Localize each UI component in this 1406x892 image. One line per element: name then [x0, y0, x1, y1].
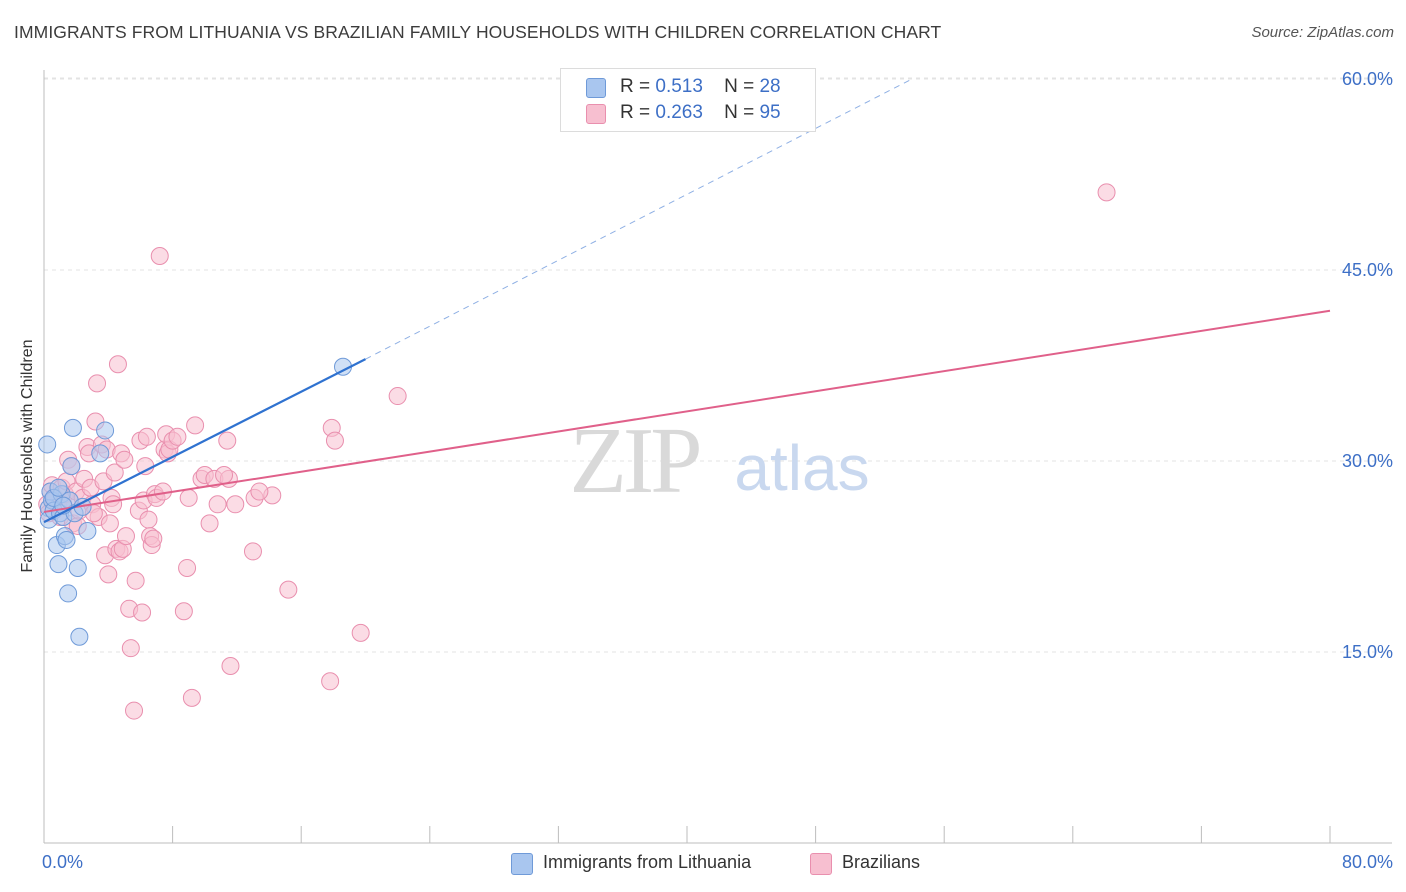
- point-brazilians: [174, 602, 193, 621]
- point-brazilians: [321, 672, 340, 691]
- point-brazilians: [250, 482, 269, 501]
- watermark-zip: ZIP: [570, 409, 700, 513]
- legend-swatch-lithuania: [586, 78, 606, 98]
- point-lithuania: [91, 444, 110, 463]
- point-brazilians: [137, 427, 156, 446]
- point-lithuania: [63, 418, 82, 437]
- point-brazilians: [108, 355, 127, 374]
- point-brazilians: [279, 580, 298, 599]
- point-brazilians: [388, 387, 407, 406]
- y-tick-label: 15.0%: [1342, 642, 1393, 662]
- data-points: [38, 183, 1116, 720]
- legend-swatch-brazilians: [586, 104, 606, 124]
- point-brazilians: [99, 565, 118, 584]
- r-value: 0.513: [655, 76, 703, 97]
- point-brazilians: [182, 688, 201, 707]
- point-brazilians: [200, 514, 219, 533]
- trend-line-brazilians: [43, 309, 1331, 513]
- gridlines: [44, 77, 1392, 653]
- y-tick-label: 45.0%: [1342, 260, 1393, 280]
- r-label: R =: [620, 76, 651, 97]
- point-lithuania: [57, 530, 76, 549]
- y-tick-labels: 15.0% 30.0% 45.0% 60.0%: [1342, 69, 1393, 662]
- point-brazilians: [150, 246, 169, 265]
- trend-line-lithuania-extension: [365, 78, 913, 360]
- point-lithuania: [78, 522, 97, 541]
- n-value: 95: [759, 102, 781, 123]
- point-brazilians: [243, 542, 262, 561]
- r-label: R =: [620, 102, 651, 123]
- stats-legend: R = 0.513 N = 28 R = 0.263 N = 95: [560, 68, 816, 132]
- point-lithuania: [62, 457, 81, 476]
- point-brazilians: [186, 416, 205, 435]
- point-lithuania: [59, 584, 78, 603]
- x-tick-label-min: 0.0%: [42, 852, 84, 872]
- point-brazilians: [116, 527, 135, 546]
- series-legend: Immigrants from Lithuania Brazilians: [0, 852, 1406, 878]
- source-credit: Source: ZipAtlas.com: [1251, 24, 1394, 41]
- point-lithuania: [38, 435, 57, 454]
- y-tick-label: 30.0%: [1342, 451, 1393, 471]
- point-brazilians: [351, 623, 370, 642]
- trend-line-lithuania: [43, 358, 366, 524]
- point-brazilians: [125, 701, 144, 720]
- point-brazilians: [126, 571, 145, 590]
- x-tick-label-max: 80.0%: [1341, 852, 1393, 872]
- point-brazilians: [133, 603, 152, 622]
- point-brazilians: [221, 657, 240, 676]
- point-brazilians: [105, 463, 124, 482]
- axes: [43, 70, 1392, 844]
- point-lithuania: [68, 558, 87, 577]
- point-brazilians: [168, 427, 187, 446]
- chart-title: IMMIGRANTS FROM LITHUANIA VS BRAZILIAN F…: [14, 22, 942, 42]
- point-brazilians: [215, 466, 234, 485]
- point-brazilians: [218, 431, 237, 450]
- point-brazilians: [178, 558, 197, 577]
- point-brazilians: [121, 639, 140, 658]
- point-brazilians: [136, 457, 155, 476]
- point-brazilians: [100, 514, 119, 533]
- point-brazilians: [179, 488, 198, 507]
- legend-label-lithuania: Immigrants from Lithuania: [543, 852, 752, 872]
- r-value: 0.263: [655, 102, 703, 123]
- legend-label-brazilians: Brazilians: [842, 852, 921, 872]
- y-axis-label: Family Households with Children: [19, 339, 36, 573]
- point-brazilians: [88, 374, 107, 393]
- y-tick-label: 60.0%: [1342, 69, 1393, 89]
- point-brazilians: [226, 495, 245, 514]
- n-label: N =: [724, 102, 755, 123]
- point-brazilians: [208, 495, 227, 514]
- point-brazilians: [104, 495, 123, 514]
- point-brazilians: [144, 529, 163, 548]
- point-lithuania: [49, 555, 68, 574]
- point-brazilians: [139, 510, 158, 529]
- legend-swatch-lithuania: [511, 853, 533, 875]
- point-brazilians: [1097, 183, 1116, 202]
- legend-swatch-brazilians: [810, 853, 832, 875]
- watermark-atlas: atlas: [734, 432, 869, 504]
- point-lithuania: [70, 627, 89, 646]
- point-brazilians: [325, 431, 344, 450]
- point-lithuania: [49, 478, 68, 497]
- n-label: N =: [724, 76, 755, 97]
- trend-lines: [43, 78, 1331, 524]
- point-lithuania: [96, 421, 115, 440]
- n-value: 28: [759, 76, 781, 97]
- point-brazilians: [115, 450, 134, 469]
